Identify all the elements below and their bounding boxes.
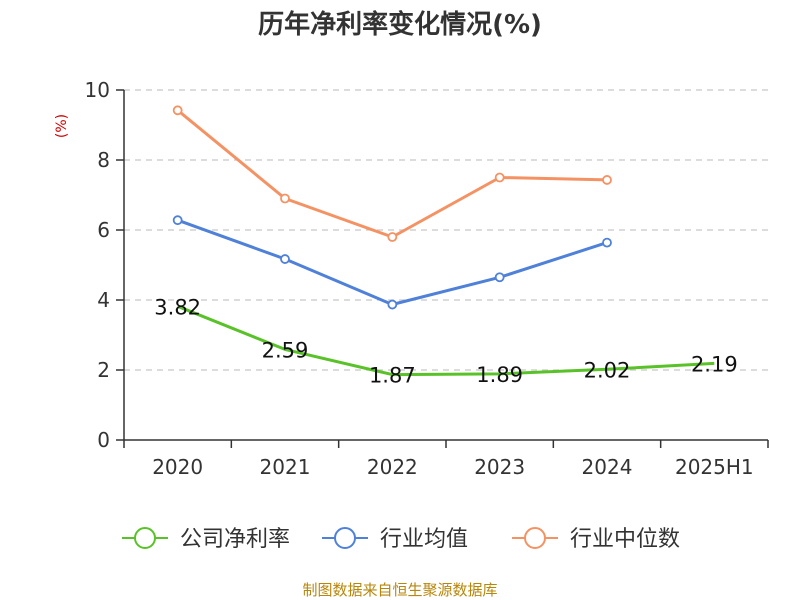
y-tick-label: 4 [97,288,110,312]
axes: 0 2 4 6 8 10 2020 2021 2022 2023 2024 2025H1 [85,78,769,479]
legend-label-2: 行业中位数 [570,527,680,552]
data-label: 2.59 [262,338,309,362]
series-point [280,193,290,204]
y-tick-label: 6 [97,218,110,242]
series-point [602,237,612,248]
x-tick-label: 2025H1 [675,455,754,479]
series-line-2 [176,109,608,239]
series-lines [172,105,715,377]
legend[interactable]: 公司净利率 行业均值 行业中位数 [122,527,680,552]
series-point [387,232,398,242]
series-point [387,299,398,310]
x-tick-label: 2021 [260,455,311,479]
y-tick-label: 2 [97,358,110,382]
data-label: 2.19 [691,352,738,376]
series-point [172,215,183,226]
data-label: 1.87 [369,364,416,388]
chart-title: 历年净利率变化情况(%) [258,9,542,40]
series-line-0 [177,304,715,377]
source-note: 制图数据来自恒生聚源数据库 [302,581,497,599]
series-point [280,254,290,264]
data-label: 2.02 [584,358,631,382]
series-point [494,272,505,283]
legend-marker-1 [334,527,356,549]
y-tick-label: 0 [97,428,110,452]
series-point [494,172,505,183]
legend-label-0: 公司净利率 [180,527,290,552]
series-point [602,175,612,185]
y-tick-label: 10 [85,78,110,102]
y-tick-label: 8 [97,148,110,172]
y-axis-unit: (%) [54,114,70,138]
x-tick-label: 2022 [367,455,418,479]
data-label: 1.89 [476,363,523,387]
series-point [172,105,183,116]
x-tick-label: 2020 [152,455,203,479]
x-tick-label: 2023 [474,455,525,479]
legend-label-1: 行业均值 [380,527,468,552]
data-label: 3.82 [154,295,201,319]
data-labels: 3.82 2.59 1.87 1.89 2.02 2.19 [154,295,737,387]
x-tick-label: 2024 [582,455,633,479]
grid-lines [124,89,768,371]
legend-marker-0 [134,527,156,549]
legend-marker-2 [524,527,546,549]
